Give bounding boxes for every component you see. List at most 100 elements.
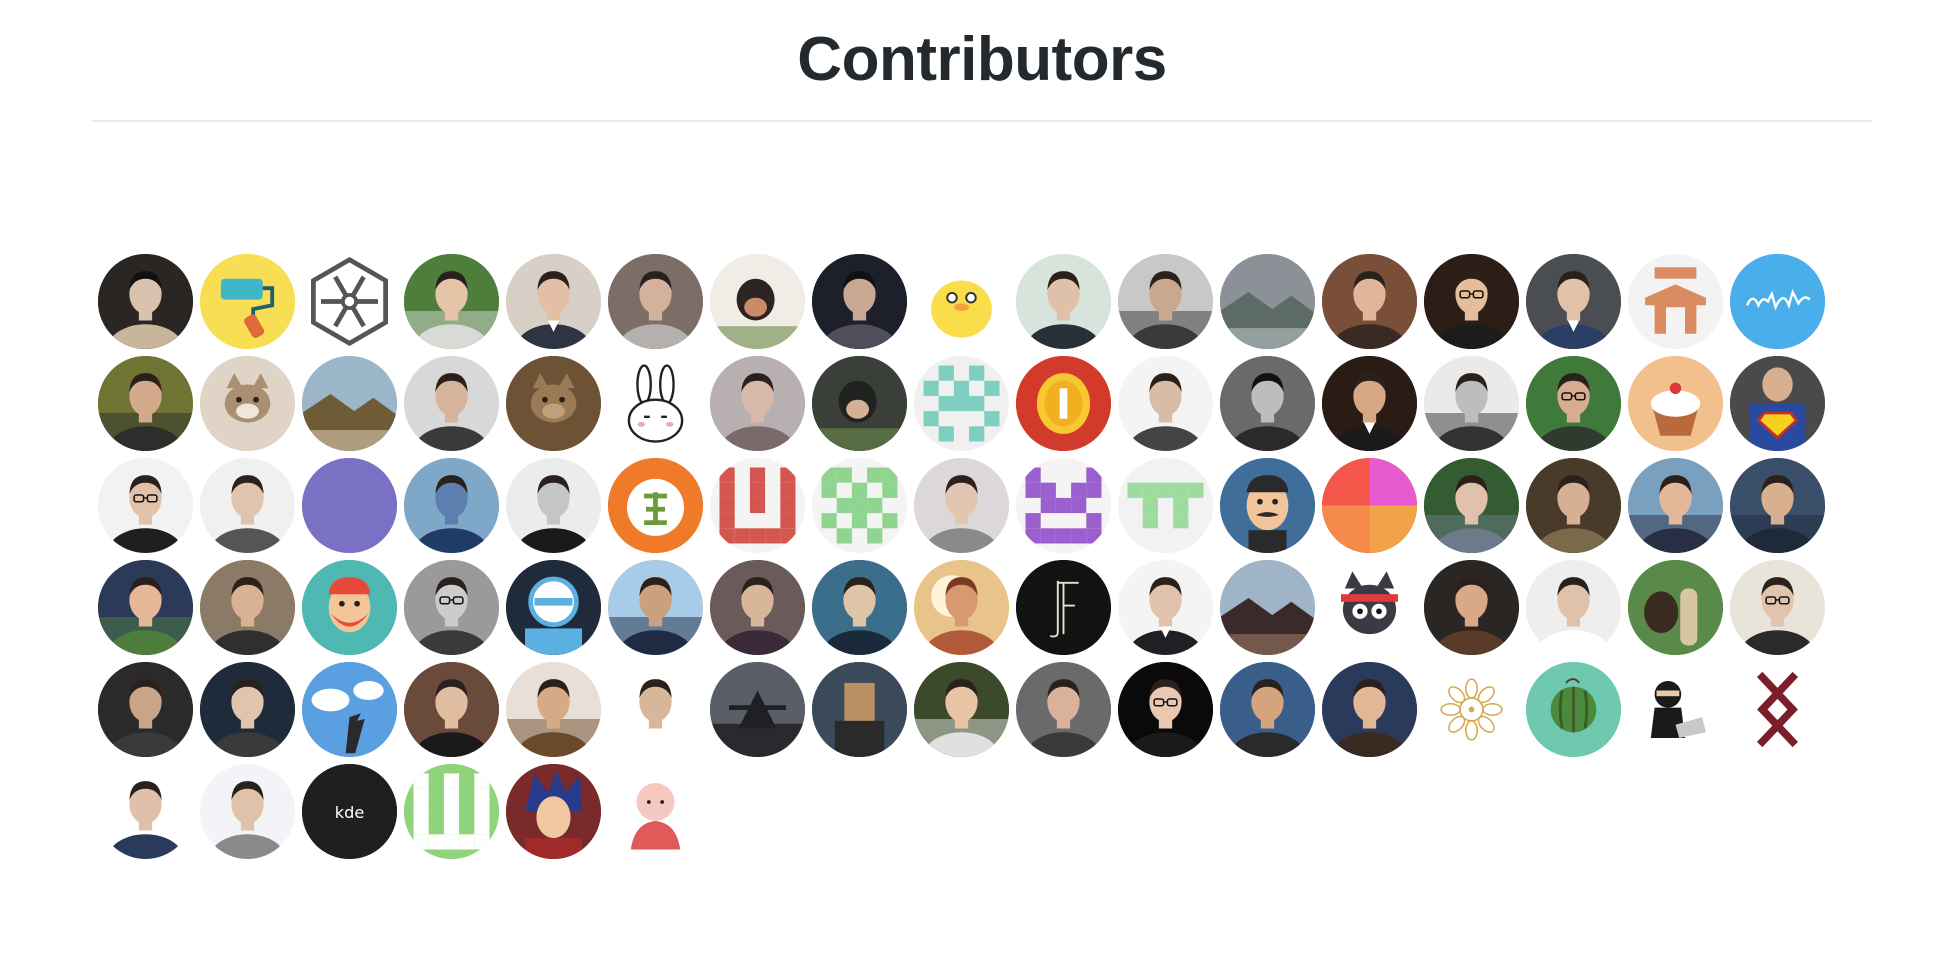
- contributor-avatar[interactable]: [1118, 356, 1213, 451]
- contributor-avatar[interactable]: [1118, 560, 1213, 655]
- contributor-avatar[interactable]: [200, 560, 295, 655]
- contributor-avatar[interactable]: [914, 662, 1009, 757]
- contributor-avatar[interactable]: [1220, 254, 1315, 349]
- contributor-avatar[interactable]: [200, 662, 295, 757]
- contributor-avatar[interactable]: [1322, 254, 1417, 349]
- contributor-avatar[interactable]: [1730, 560, 1825, 655]
- contributor-avatar[interactable]: [1526, 662, 1621, 757]
- contributor-avatar[interactable]: [608, 662, 703, 757]
- contributor-avatar[interactable]: [710, 356, 805, 451]
- contributor-avatar[interactable]: [1220, 356, 1315, 451]
- contributor-avatar[interactable]: [914, 254, 1009, 349]
- contributor-avatar[interactable]: [1016, 254, 1111, 349]
- contributor-avatar[interactable]: [404, 560, 499, 655]
- contributor-avatar[interactable]: [710, 458, 805, 553]
- contributor-avatar[interactable]: [812, 560, 907, 655]
- contributor-avatar[interactable]: [1424, 560, 1519, 655]
- contributor-avatar[interactable]: [1730, 356, 1825, 451]
- contributor-avatar[interactable]: [1628, 458, 1723, 553]
- contributor-avatar[interactable]: [404, 764, 499, 859]
- contributor-avatar[interactable]: [1730, 458, 1825, 553]
- contributor-avatar[interactable]: [506, 254, 601, 349]
- contributor-avatar[interactable]: [1118, 254, 1213, 349]
- contributor-avatar[interactable]: [506, 662, 601, 757]
- contributor-avatar[interactable]: [914, 458, 1009, 553]
- contributor-avatar[interactable]: [1424, 662, 1519, 757]
- contributor-avatar[interactable]: [1526, 254, 1621, 349]
- contributor-avatar[interactable]: [1628, 560, 1723, 655]
- contributor-avatar[interactable]: [1424, 356, 1519, 451]
- dark-red-glyph-icon: [1730, 662, 1825, 757]
- contributor-avatar[interactable]: [1016, 662, 1111, 757]
- contributor-avatar[interactable]: [506, 764, 601, 859]
- contributor-avatar[interactable]: [1526, 560, 1621, 655]
- contributor-avatar[interactable]: [506, 356, 601, 451]
- contributor-avatar[interactable]: [302, 560, 397, 655]
- contributor-avatar[interactable]: [710, 560, 805, 655]
- blue-badge-icon: [506, 560, 601, 655]
- watermelon-icon: [1526, 662, 1621, 757]
- contributor-avatar[interactable]: [302, 662, 397, 757]
- contributor-avatar[interactable]: [914, 560, 1009, 655]
- contributor-avatar[interactable]: [812, 254, 907, 349]
- contributor-avatar[interactable]: [608, 356, 703, 451]
- portrait-icon: [1016, 662, 1111, 757]
- contributor-avatar[interactable]: [1424, 254, 1519, 349]
- pixel-figure-icon: [812, 662, 907, 757]
- contributor-avatar[interactable]: [1730, 662, 1825, 757]
- contributor-avatar[interactable]: [1628, 254, 1723, 349]
- contributor-avatar[interactable]: [1118, 662, 1213, 757]
- contributor-avatar[interactable]: [200, 764, 295, 859]
- contributor-avatar[interactable]: [302, 458, 397, 553]
- contributor-avatar[interactable]: [404, 458, 499, 553]
- contributor-avatar[interactable]: [608, 254, 703, 349]
- contributor-avatar[interactable]: [506, 560, 601, 655]
- contributor-avatar[interactable]: [1322, 458, 1417, 553]
- contributor-avatar[interactable]: [812, 662, 907, 757]
- contributor-avatar[interactable]: [98, 356, 193, 451]
- contributor-avatar[interactable]: [1220, 458, 1315, 553]
- portrait-icon: [200, 764, 295, 859]
- contributor-avatar[interactable]: [98, 560, 193, 655]
- contributor-avatar[interactable]: [98, 458, 193, 553]
- contributor-avatar[interactable]: [1526, 458, 1621, 553]
- contributor-avatar[interactable]: [710, 662, 805, 757]
- contributor-avatar[interactable]: [302, 254, 397, 349]
- contributor-avatar[interactable]: [1628, 356, 1723, 451]
- contributor-avatar[interactable]: [1220, 560, 1315, 655]
- contributor-avatar[interactable]: [404, 662, 499, 757]
- contributor-avatar[interactable]: [812, 356, 907, 451]
- contributor-avatar[interactable]: [710, 254, 805, 349]
- contributor-avatar[interactable]: [1628, 662, 1723, 757]
- contributor-avatar[interactable]: [98, 662, 193, 757]
- kde-logo-icon: kde: [302, 764, 397, 859]
- contributor-avatar[interactable]: [200, 458, 295, 553]
- contributor-avatar[interactable]: [1526, 356, 1621, 451]
- portrait-suit-icon: [608, 662, 703, 757]
- contributor-avatar[interactable]: [914, 356, 1009, 451]
- contributor-avatar[interactable]: [1118, 458, 1213, 553]
- contributor-avatar[interactable]: [608, 560, 703, 655]
- contributor-avatar[interactable]: [404, 356, 499, 451]
- contributor-avatar[interactable]: [812, 458, 907, 553]
- contributor-avatar[interactable]: [506, 458, 601, 553]
- contributor-avatar[interactable]: [1322, 560, 1417, 655]
- contributor-avatar[interactable]: [200, 254, 295, 349]
- contributor-avatar[interactable]: [1016, 356, 1111, 451]
- contributor-avatar[interactable]: [1220, 662, 1315, 757]
- contributor-avatar[interactable]: [404, 254, 499, 349]
- contributor-avatar[interactable]: [200, 356, 295, 451]
- contributor-avatar[interactable]: [1016, 560, 1111, 655]
- contributor-avatar[interactable]: [608, 458, 703, 553]
- contributor-avatar[interactable]: kde: [302, 764, 397, 859]
- contributor-avatar[interactable]: [1730, 254, 1825, 349]
- contributor-avatar[interactable]: [98, 254, 193, 349]
- contributor-avatar[interactable]: [1424, 458, 1519, 553]
- contributor-avatar[interactable]: [608, 764, 703, 859]
- sky-hand-icon: [302, 662, 397, 757]
- contributor-avatar[interactable]: [1322, 662, 1417, 757]
- contributor-avatar[interactable]: [98, 764, 193, 859]
- contributor-avatar[interactable]: [1322, 356, 1417, 451]
- contributor-avatar[interactable]: [1016, 458, 1111, 553]
- contributor-avatar[interactable]: [302, 356, 397, 451]
